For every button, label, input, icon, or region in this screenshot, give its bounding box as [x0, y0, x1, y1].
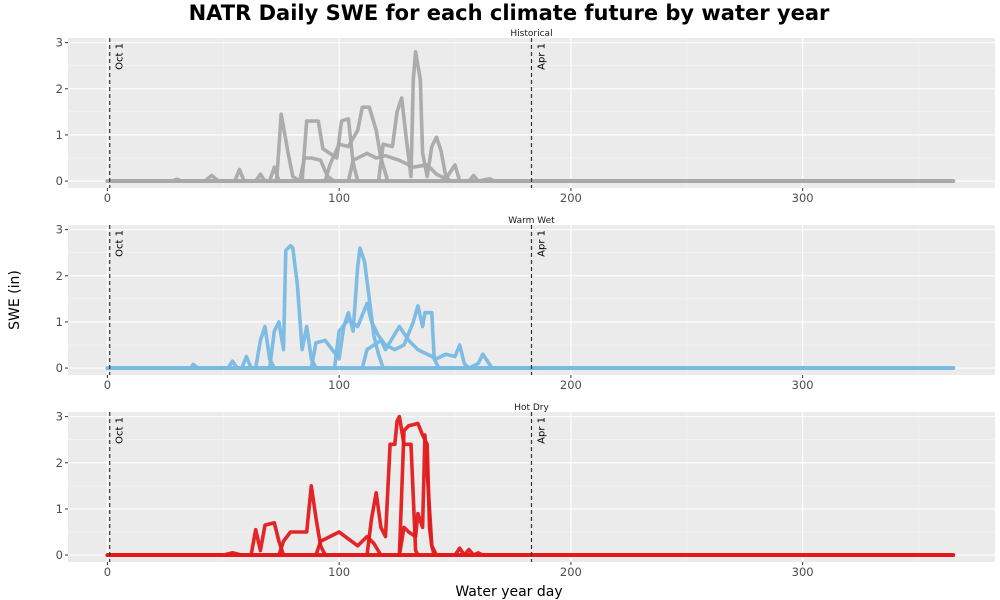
x-tick-label: 300	[792, 191, 814, 205]
series-line	[105, 414, 956, 557]
panel-hot-dry: Hot Dry 0 1 2 3 0 100 200 300 Oct 1 Apr 1	[56, 403, 995, 579]
series-line	[105, 244, 956, 370]
x-tick-label: 200	[560, 191, 582, 205]
y-tick-label: 0	[56, 548, 63, 562]
reference-line-label: Apr 1	[537, 43, 548, 70]
y-tick-label: 1	[56, 502, 63, 516]
reference-line-label: Oct 1	[115, 43, 126, 70]
chart-title: NATR Daily SWE for each climate future b…	[189, 1, 830, 25]
series-line	[105, 301, 956, 370]
y-tick-label: 3	[56, 36, 63, 50]
x-tick-label: 100	[328, 565, 350, 579]
panel-strip-title: Warm Wet	[508, 216, 555, 226]
reference-line-label: Apr 1	[537, 230, 548, 257]
y-tick-label: 2	[56, 456, 63, 470]
y-tick-label: 3	[56, 223, 63, 237]
series-line	[105, 50, 956, 183]
x-tick-label: 200	[560, 565, 582, 579]
x-tick-label: 0	[104, 565, 111, 579]
series-line	[105, 433, 956, 557]
y-tick-label: 0	[56, 361, 63, 375]
reference-line-label: Oct 1	[115, 230, 126, 257]
x-tick-label: 300	[792, 378, 814, 392]
x-axis-title: Water year day	[455, 584, 562, 600]
reference-line-label: Oct 1	[115, 417, 126, 444]
y-tick-label: 1	[56, 315, 63, 329]
x-tick-label: 300	[792, 565, 814, 579]
x-tick-label: 100	[328, 191, 350, 205]
x-tick-label: 200	[560, 378, 582, 392]
y-tick-label: 1	[56, 128, 63, 142]
panel-historical: Historical 0 1 2 3 0 100 200 300 Oct 1 Apr 1	[56, 29, 995, 205]
panel-strip-title: Hot Dry	[514, 403, 549, 413]
series-line	[105, 324, 956, 370]
x-tick-label: 100	[328, 378, 350, 392]
series-line	[105, 530, 956, 557]
y-tick-label: 2	[56, 82, 63, 96]
series-line	[105, 324, 956, 370]
x-tick-label: 0	[104, 378, 111, 392]
panel-warm-wet: Warm Wet 0 1 2 3 0 100 200 300 Oct 1 Apr 1	[56, 216, 995, 392]
reference-line-label: Apr 1	[537, 417, 548, 444]
y-tick-label: 3	[56, 410, 63, 424]
series-line	[105, 151, 956, 183]
y-tick-label: 0	[56, 174, 63, 188]
panel-strip-title: Historical	[510, 29, 552, 39]
series-line	[105, 521, 956, 557]
x-tick-label: 0	[104, 191, 111, 205]
y-tick-label: 2	[56, 269, 63, 283]
y-axis-title: SWE (in)	[7, 270, 23, 330]
series-line	[105, 484, 956, 557]
